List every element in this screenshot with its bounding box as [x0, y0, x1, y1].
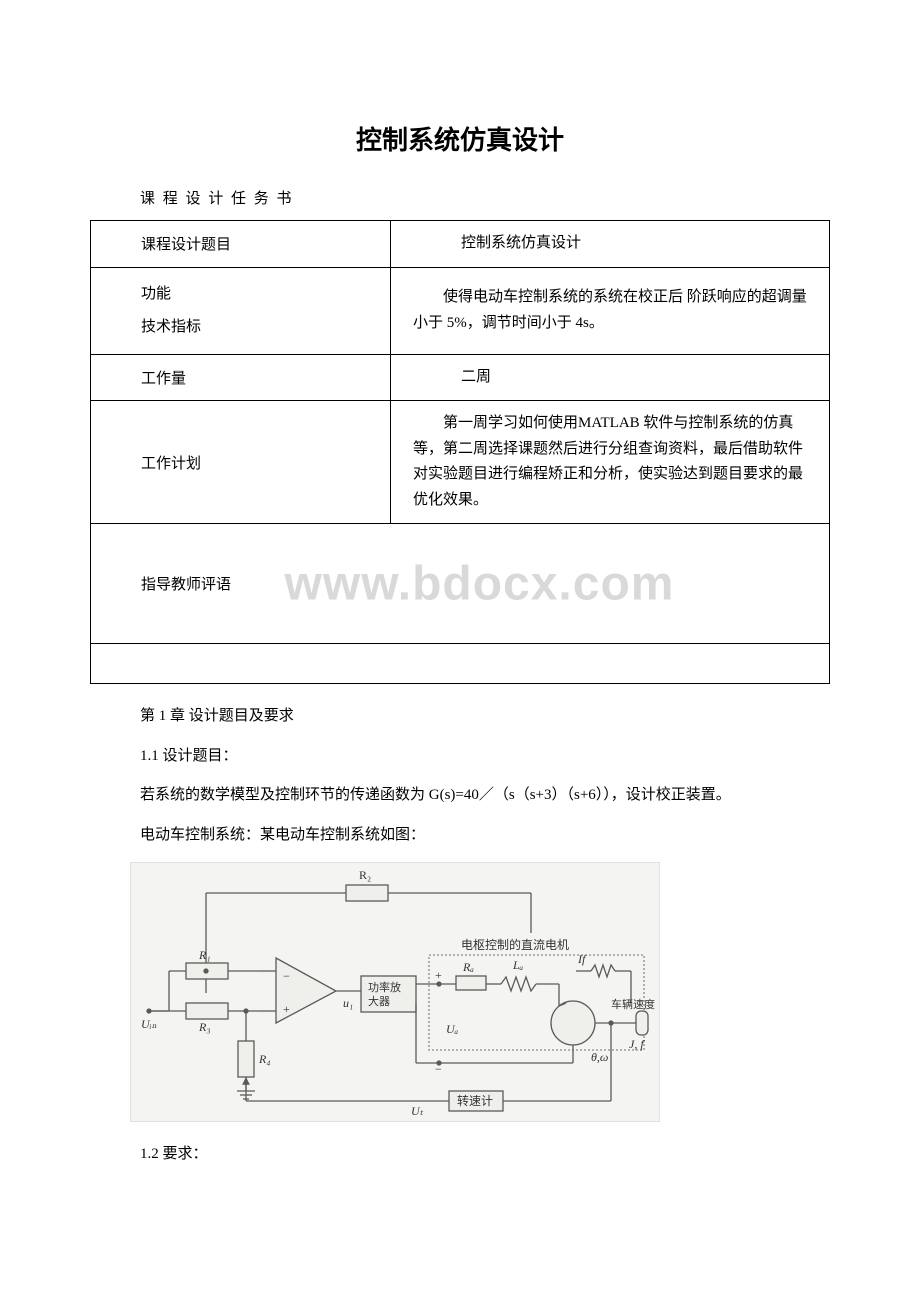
r1-label: R₁ [198, 948, 211, 962]
ut-label: Uₜ [411, 1104, 424, 1118]
amp-label-2: 大器 [368, 994, 390, 1008]
row-label: 指导教师评语 www.bdocx.com [91, 524, 830, 644]
row-label-a: 功能 [141, 286, 171, 302]
svg-text:−: − [283, 969, 290, 983]
motor-label: 电枢控制的直流电机 [461, 937, 569, 952]
empty-cell [91, 644, 830, 684]
theta-label: θ,ω [591, 1050, 608, 1064]
watermark-text: www.bdocx.com [285, 556, 675, 611]
r3-label: R₃ [198, 1020, 211, 1034]
section-heading: 1.1 设计题目： [140, 744, 830, 770]
row-label: 功能 技术指标 [91, 267, 391, 354]
svg-text:+: + [435, 968, 442, 982]
row-label-b: 技术指标 [141, 319, 201, 335]
body-paragraph: 电动车控制系统：某电动车控制系统如图： [140, 823, 830, 849]
section-heading: 1.2 要求： [140, 1142, 830, 1168]
svg-text:+: + [283, 1002, 290, 1016]
row-label: 工作量 [91, 354, 391, 401]
evaluator-label: 指导教师评语 [141, 577, 231, 593]
row-value: 使得电动车控制系统的系统在校正后 阶跃响应的超调量小于 5%，调节时间小于 4s… [391, 267, 830, 354]
table-row: 课程设计题目 控制系统仿真设计 [91, 221, 830, 268]
row-label: 工作计划 [91, 401, 391, 524]
if-label: If [577, 952, 587, 966]
table-row [91, 644, 830, 684]
row-value: 第一周学习如何使用MATLAB 软件与控制系统的仿真等，第二周选择课题然后进行分… [391, 401, 830, 524]
jf-label: J, f [629, 1037, 645, 1051]
circuit-svg: R₂ Uᵢₙ R₁ R₃ [131, 863, 661, 1123]
r2-label: R₂ [359, 868, 371, 882]
tach-label: 转速计 [457, 1093, 493, 1108]
row-value: 控制系统仿真设计 [391, 221, 830, 268]
row-label: 课程设计题目 [91, 221, 391, 268]
chapter-heading: 第 1 章 设计题目及要求 [140, 704, 830, 730]
amp-label-1: 功率放 [368, 980, 401, 994]
la-label: Lₐ [512, 958, 524, 972]
body-paragraph: 若系统的数学模型及控制环节的传递函数为 G(s)=40／（s（s+3）（s+6）… [90, 783, 830, 809]
u1-label: u₁ [343, 996, 353, 1010]
table-row: 功能 技术指标 使得电动车控制系统的系统在校正后 阶跃响应的超调量小于 5%，调… [91, 267, 830, 354]
ra-label: Rₐ [462, 960, 474, 974]
uin-label: Uᵢₙ [141, 1017, 157, 1031]
speed-label: 车辆速度 [611, 997, 655, 1011]
r4-label: R₄ [258, 1052, 271, 1066]
table-row: 工作计划 第一周学习如何使用MATLAB 软件与控制系统的仿真等，第二周选择课题… [91, 401, 830, 524]
circuit-diagram: R₂ Uᵢₙ R₁ R₃ [130, 862, 830, 1122]
task-book-label: 课 程 设 计 任 务 书 [140, 187, 830, 208]
task-book-table: 课程设计题目 控制系统仿真设计 功能 技术指标 使得电动车控制系统的系统在校正后… [90, 220, 830, 684]
table-row: 指导教师评语 www.bdocx.com [91, 524, 830, 644]
table-row: 工作量 二周 [91, 354, 830, 401]
ua-label: Uₐ [446, 1022, 459, 1036]
row-value: 二周 [391, 354, 830, 401]
document-title: 控制系统仿真设计 [90, 120, 830, 157]
